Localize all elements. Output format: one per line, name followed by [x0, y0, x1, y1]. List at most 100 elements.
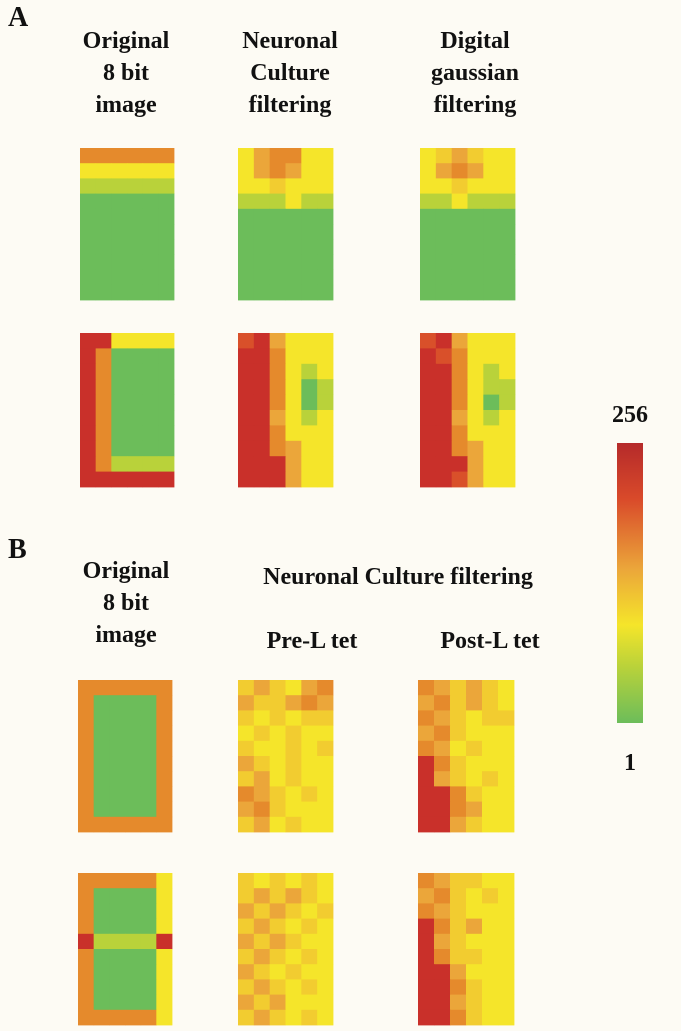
heatmap-pixel: [482, 994, 499, 1011]
heatmap-pixel: [238, 224, 255, 240]
heatmap-pixel: [269, 964, 286, 980]
heatmap-pixel: [269, 1009, 286, 1026]
heatmap-pixel: [450, 786, 467, 802]
heatmap-pixel: [127, 224, 144, 240]
heatmap-pixel: [95, 379, 112, 395]
heatmap-pixel: [253, 873, 271, 889]
heatmap-pixel: [253, 333, 271, 349]
heatmap-pixel: [450, 756, 467, 772]
heatmap-pixel: [78, 725, 95, 742]
heatmap-pixel: [78, 695, 95, 711]
heatmap-pixel: [285, 786, 302, 802]
heatmap-pixel: [317, 771, 334, 787]
heatmap-pixel: [140, 695, 157, 711]
heatmap-pixel: [109, 816, 126, 833]
heatmap-pixel: [482, 801, 499, 818]
heatmap-pixel: [269, 178, 286, 194]
heatmap-pixel: [434, 695, 451, 711]
heatmap-pixel: [93, 725, 110, 742]
heatmap-pixel: [253, 695, 271, 711]
heatmap-pixel: [418, 949, 435, 965]
column-heading: Neuronal: [242, 28, 338, 54]
heatmap-pixel: [420, 239, 437, 255]
heatmap-pixel: [127, 178, 144, 194]
heatmap-pixel: [109, 756, 126, 772]
heatmap-pixel: [435, 254, 453, 270]
heatmap-pixel: [317, 471, 334, 488]
heatmap-pixel: [482, 680, 499, 696]
heatmap-pixel: [109, 786, 126, 802]
heatmap-pixel: [435, 363, 453, 380]
heatmap-pixel: [158, 269, 175, 286]
heatmap-pixel: [483, 394, 500, 411]
heatmap-pixel: [238, 333, 255, 349]
heatmap-pixel: [158, 410, 175, 426]
heatmap-pixel: [238, 710, 255, 726]
heatmap-pixel: [156, 964, 173, 980]
group-heading: Neuronal Culture filtering: [263, 564, 533, 590]
heatmap-pixel: [95, 456, 112, 472]
heatmap-pixel: [238, 363, 255, 380]
heatmap-pixel: [317, 193, 334, 210]
heatmap-pixel: [127, 394, 144, 411]
heatmap-pixel: [418, 725, 435, 742]
heatmap-pixel: [451, 440, 468, 457]
heatmap-pixel: [238, 801, 255, 818]
heatmap-pixel: [499, 148, 516, 164]
heatmap-pixel: [467, 333, 484, 349]
heatmap-pixel: [435, 239, 453, 255]
heatmap-pixel: [93, 918, 110, 935]
heatmap-pixel: [142, 379, 159, 395]
heatmap-pixel: [93, 756, 110, 772]
column-heading: Post-L tet: [440, 628, 539, 654]
heatmap-pixel: [156, 1009, 173, 1026]
heatmap-pixel: [317, 239, 334, 255]
heatmap-pixel: [317, 254, 334, 270]
heatmap-pixel: [301, 456, 318, 472]
heatmap-pixel: [95, 193, 112, 210]
heatmap-pixel: [158, 425, 175, 442]
heatmap-pixel: [80, 425, 97, 442]
heatmap-pixel: [451, 410, 468, 426]
heatmap-pixel: [482, 816, 499, 833]
heatmap-pixel: [466, 816, 483, 833]
heatmap-pixel: [317, 363, 334, 380]
heatmap-pixel: [140, 903, 157, 919]
heatmap-pixel: [301, 163, 318, 179]
heatmap-pixel: [450, 695, 467, 711]
heatmap-pixel: [125, 756, 142, 772]
heatmap-pixel: [499, 269, 516, 286]
heatmap-pixel: [466, 725, 483, 742]
heatmap-pixel: [301, 178, 318, 194]
heatmap-pixel: [109, 918, 126, 935]
heatmap-pixel: [418, 771, 435, 787]
heatmap-pixel: [434, 888, 451, 904]
column-heading: image: [95, 622, 157, 648]
heatmap-pixel: [253, 269, 271, 286]
heatmap-pixel: [253, 888, 271, 904]
heatmap-pixel: [499, 239, 516, 255]
heatmap-pixel: [466, 903, 483, 919]
heatmap-pixel: [317, 269, 334, 286]
heatmap-pixel: [317, 695, 334, 711]
heatmap-pixel: [109, 964, 126, 980]
heatmap-pixel: [109, 873, 126, 889]
heatmap-pixel: [156, 740, 173, 757]
heatmap-pixel: [467, 193, 484, 210]
heatmap-pixel: [450, 994, 467, 1011]
heatmap-pixel: [418, 873, 435, 889]
heatmap-pixel: [109, 903, 126, 919]
heatmap-pixel: [301, 224, 318, 240]
heatmap-pixel: [317, 348, 334, 365]
heatmap-pixel: [109, 888, 126, 904]
heatmap-pixel: [499, 394, 516, 411]
heatmap-pixel: [285, 801, 302, 818]
heatmap-pixel: [317, 148, 334, 164]
heatmap-pixel: [238, 816, 255, 833]
heatmap-pixel: [498, 786, 515, 802]
heatmap-pixel: [253, 239, 271, 255]
heatmap-pixel: [499, 363, 516, 380]
heatmap-pixel: [482, 695, 499, 711]
heatmap-pixel: [93, 771, 110, 787]
heatmap-pixel: [111, 394, 128, 411]
